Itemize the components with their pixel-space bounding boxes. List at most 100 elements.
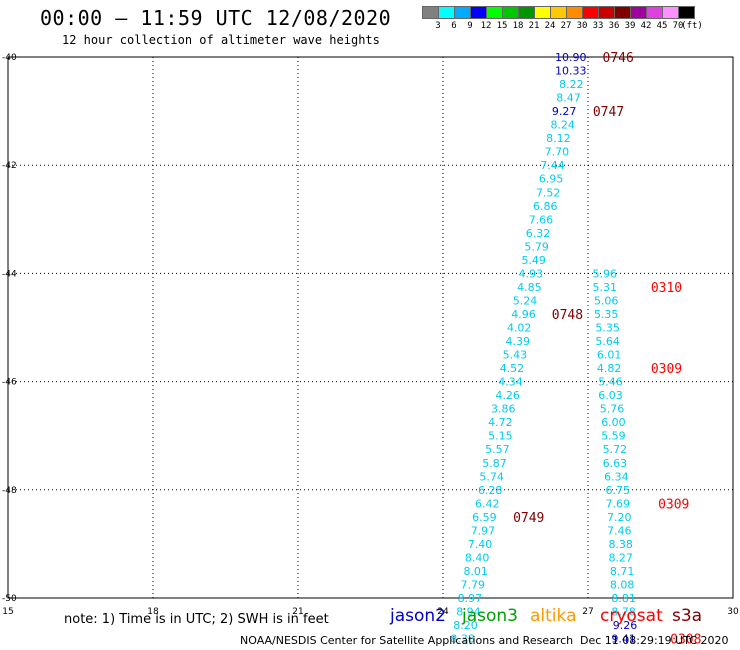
mission-label: jason3	[462, 606, 518, 626]
x-tick-label: 30	[727, 607, 739, 617]
color-scale-label: 24	[544, 21, 556, 31]
color-scale-label: 33	[592, 21, 604, 31]
color-scale-label: 30	[576, 21, 588, 31]
wave-height-value: 8.27	[608, 551, 633, 564]
wave-height-value: 4.26	[495, 389, 520, 402]
pass-time-label: 0308	[670, 633, 701, 648]
wave-height-value: 8.22	[559, 78, 584, 91]
wave-height-value: 5.64	[595, 335, 620, 348]
wave-height-value: 8.24	[550, 119, 575, 132]
color-scale-label: 42	[640, 21, 652, 31]
wave-height-value: 5.06	[594, 294, 619, 307]
wave-height-value: 6.42	[475, 497, 500, 510]
wave-height-value: 10.90	[555, 51, 587, 64]
wave-height-value: 7.69	[606, 497, 631, 510]
wave-height-value: 4.52	[500, 362, 525, 375]
wave-height-value: 7.44	[540, 159, 565, 172]
wave-height-value: 5.76	[600, 403, 625, 416]
color-scale-label: 15	[496, 21, 508, 31]
wave-height-value: 6.63	[603, 457, 628, 470]
wave-height-value: 6.34	[604, 470, 629, 483]
wave-height-value: 7.40	[468, 538, 493, 551]
wave-height-value: 4.85	[517, 281, 542, 294]
footnote: note: 1) Time is in UTC; 2) SWH is in fe…	[64, 612, 329, 627]
wave-height-value: 6.59	[472, 511, 497, 524]
color-scale-label: 21	[528, 21, 540, 31]
wave-height-value: 5.57	[485, 443, 510, 456]
wave-height-value: 5.43	[503, 349, 528, 362]
wave-height-value: 4.02	[507, 322, 532, 335]
y-tick-label: -46	[2, 378, 17, 388]
wave-height-value: 7.97	[471, 524, 496, 537]
wave-height-value: 6.95	[539, 173, 564, 186]
wave-height-value: 5.72	[603, 443, 628, 456]
wave-height-value: 8.71	[610, 565, 635, 578]
mission-label: cryosat	[600, 606, 663, 626]
wave-height-value: 5.96	[593, 267, 618, 280]
color-scale-label: 36	[608, 21, 620, 31]
wave-height-value: 8.40	[465, 551, 490, 564]
wave-height-value: 5.59	[601, 430, 626, 443]
plot-frame	[7, 56, 734, 599]
wave-height-value: 6.75	[606, 484, 631, 497]
wave-height-value: 8.20	[453, 619, 478, 632]
wave-height-value: 5.49	[521, 254, 546, 267]
color-scale-legend	[422, 6, 695, 19]
color-scale-label: 18	[512, 21, 524, 31]
wave-height-value: 5.35	[595, 322, 620, 335]
y-tick-label: -48	[2, 486, 17, 496]
y-tick-label: -40	[2, 53, 17, 63]
wave-height-value: 5.87	[482, 457, 507, 470]
wave-height-value: 7.52	[536, 186, 561, 199]
color-scale-label: 45	[656, 21, 668, 31]
pass-time-label: 0309	[651, 362, 682, 377]
wave-height-value: 4.93	[519, 267, 544, 280]
y-tick-label: -50	[2, 594, 17, 604]
wave-height-value: 10.33	[555, 65, 587, 78]
pass-time-label: 0747	[593, 105, 624, 120]
wave-height-value: 8.08	[610, 578, 635, 591]
pass-time-label: 0310	[651, 281, 682, 296]
wave-height-value: 4.72	[488, 416, 513, 429]
color-scale-label: 3	[435, 21, 441, 31]
y-tick-label: -42	[2, 161, 17, 171]
wave-height-value: 6.03	[598, 389, 623, 402]
wave-height-value: 9.27	[552, 105, 577, 118]
x-tick-label: 27	[582, 607, 593, 617]
wave-height-value: 9.26	[613, 619, 638, 632]
y-tick-label: -44	[2, 269, 17, 279]
wave-height-value: 7.20	[607, 511, 632, 524]
wave-height-value: 4.39	[506, 335, 531, 348]
wave-height-value: 7.66	[529, 213, 554, 226]
wave-height-value: 8.01	[463, 565, 488, 578]
wave-height-value: 8.38	[608, 538, 633, 551]
color-scale-label: 27	[560, 21, 572, 31]
wave-height-value: 6.28	[478, 484, 503, 497]
mission-label: altika	[530, 606, 577, 626]
pass-time-label: 0748	[552, 308, 583, 323]
page-title: 00:00 – 11:59 UTC 12/08/2020	[40, 6, 392, 30]
mission-label: s3a	[672, 606, 703, 626]
wave-height-value: 7.70	[545, 146, 570, 159]
color-scale-label: 39	[624, 21, 636, 31]
wave-height-value: 4.34	[498, 376, 523, 389]
wave-height-value: 6.32	[526, 227, 551, 240]
wave-height-value: 8.38	[450, 633, 475, 646]
wave-height-value: 7.79	[461, 578, 486, 591]
wave-height-value: 5.15	[488, 430, 513, 443]
wave-height-value: 6.01	[597, 349, 622, 362]
wave-height-value: 4.82	[597, 362, 622, 375]
color-scale-label: 6	[451, 21, 457, 31]
wave-height-value: 5.79	[524, 240, 549, 253]
wave-height-value: 8.12	[546, 132, 571, 145]
color-scale-label: 12	[480, 21, 492, 31]
wave-height-value: 6.86	[533, 200, 558, 213]
wave-height-value: 8.81	[611, 592, 636, 605]
x-tick-label: 24	[437, 607, 449, 617]
wave-height-value: 8.78	[611, 606, 636, 619]
x-tick-label: 18	[147, 607, 159, 617]
generated-timestamp: Dec 11 08:29:19 UTC 2020	[580, 634, 729, 647]
wave-height-value: 5.74	[479, 470, 504, 483]
pass-time-label: 0309	[658, 497, 689, 512]
